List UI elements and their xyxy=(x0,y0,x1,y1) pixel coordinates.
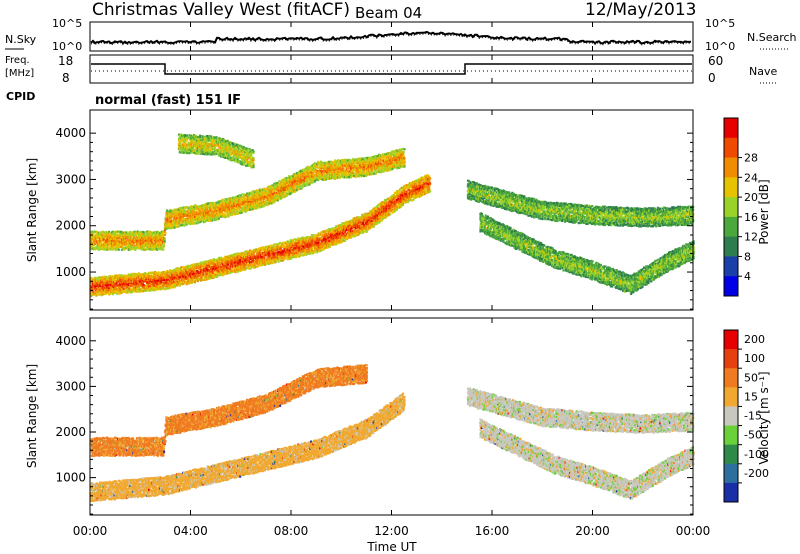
power-panel: 1000 2000 3000 4000 Slant Range [km] 4 8 12 16… xyxy=(25,110,771,310)
velocity-y-label: Slant Range [km] xyxy=(25,364,39,468)
noise-right-tick-top: 10^5 xyxy=(705,17,735,30)
date-title: 12/May/2013 xyxy=(585,0,697,20)
power-colorbar-swatch-8 xyxy=(724,276,738,296)
power-colorbar-swatch-5 xyxy=(724,217,738,237)
vel-yticks-label-0: 1000 xyxy=(55,471,86,485)
velocity-panel: 1000 2000 3000 4000 Slant Range [km] 200 100… xyxy=(25,318,771,515)
noise-left-tick-bottom: 10^0 xyxy=(52,40,82,53)
x-tick-label-0: 00:00 xyxy=(73,524,108,538)
power-colorbar-tick-5: 24 xyxy=(744,171,758,184)
vel-yticks-label-2: 3000 xyxy=(55,379,86,393)
power-colorbar-label: Power [dB] xyxy=(757,179,771,244)
cpid-label: CPID xyxy=(6,90,35,103)
power-yticks-label-3: 4000 xyxy=(55,126,86,140)
power-colorbar-swatch-3 xyxy=(724,177,738,197)
x-tick-label-5: 20:00 xyxy=(575,524,610,538)
x-tick-label-1: 04:00 xyxy=(173,524,208,538)
velocity-colorbar-swatch-7 xyxy=(724,464,738,484)
velocity-colorbar-tick-2: 50 xyxy=(744,371,758,384)
velocity-colorbar-swatch-0 xyxy=(724,330,738,350)
x-tick-label-4: 16:00 xyxy=(475,524,510,538)
power-colorbar-swatch-6 xyxy=(724,237,738,257)
power-colorbar-swatch-0 xyxy=(724,118,738,138)
power-y-label: Slant Range [km] xyxy=(25,158,39,262)
cpid-mode: normal (fast) 151 IF xyxy=(95,93,241,108)
power-colorbar-tick-2: 12 xyxy=(744,231,758,244)
freq-unit-label: [MHz] xyxy=(5,68,34,79)
freq-tick-bottom: 8 xyxy=(62,71,70,85)
power-yticks-label-0: 1000 xyxy=(55,265,86,279)
power-colorbar-swatch-2 xyxy=(724,158,738,178)
velocity-marks xyxy=(90,364,695,502)
power-band-D xyxy=(467,180,694,228)
power-yticks-label-1: 2000 xyxy=(55,219,86,233)
velocity-colorbar-swatch-8 xyxy=(724,483,738,503)
vel-yticks-label-3: 4000 xyxy=(55,334,86,348)
power-colorbar-tick-1: 8 xyxy=(744,250,751,263)
velocity-band-D xyxy=(467,387,694,433)
power-colorbar: 4 8 12 16 20 24 28 xyxy=(724,118,758,297)
power-colorbar-tick-4: 20 xyxy=(744,191,758,204)
beam-title: Beam 04 xyxy=(355,4,422,22)
velocity-colorbar-tick-1: 100 xyxy=(744,352,765,365)
nave-tick-top: 60 xyxy=(708,54,723,68)
freq-label: Freq. xyxy=(5,55,30,66)
power-band-C xyxy=(178,133,255,168)
velocity-colorbar-swatch-4 xyxy=(724,406,738,426)
vel-yticks-label-1: 2000 xyxy=(55,425,86,439)
noise-sky-label: N.Sky xyxy=(5,33,37,46)
noise-right-tick-bottom: 10^0 xyxy=(705,40,735,53)
nave-label: Nave xyxy=(749,65,777,78)
power-colorbar-swatch-1 xyxy=(724,138,738,158)
velocity-colorbar-tick-3: 15 xyxy=(744,390,758,403)
velocity-colorbar-swatch-2 xyxy=(724,368,738,388)
noise-search-label: N.Search xyxy=(747,31,797,44)
power-colorbar-swatch-7 xyxy=(724,256,738,276)
nave-tick-bottom: 0 xyxy=(708,71,716,85)
velocity-colorbar-swatch-1 xyxy=(724,349,738,369)
x-axis-label: Time UT xyxy=(366,540,417,554)
freq-line xyxy=(91,64,692,74)
velocity-colorbar-tick-0: 200 xyxy=(744,333,765,346)
power-marks xyxy=(90,133,695,297)
velocity-colorbar-swatch-3 xyxy=(724,387,738,407)
power-colorbar-swatch-4 xyxy=(724,197,738,217)
x-tick-label-2: 08:00 xyxy=(274,524,309,538)
x-tick-label-6: 00:00 xyxy=(676,524,711,538)
noise-sky-line xyxy=(91,32,691,43)
power-yticks-label-2: 3000 xyxy=(55,172,86,186)
x-tick-label-3: 12:00 xyxy=(374,524,409,538)
power-colorbar-tick-3: 16 xyxy=(744,211,758,224)
station-title: Christmas Valley West (fitACF) xyxy=(92,0,350,20)
velocity-colorbar-swatch-6 xyxy=(724,445,738,465)
velocity-colorbar-swatch-5 xyxy=(724,426,738,446)
power-colorbar-tick-0: 4 xyxy=(744,270,751,283)
velocity-colorbar-label: Velocity [m s⁻¹] xyxy=(757,371,771,464)
velocity-colorbar-tick-7: -200 xyxy=(744,467,769,480)
noise-panel: N.Sky 10^5 10^0 10^5 10^0 N.Search xyxy=(5,17,797,53)
noise-left-tick-top: 10^5 xyxy=(52,17,82,30)
power-colorbar-tick-6: 28 xyxy=(744,152,758,165)
freq-tick-top: 18 xyxy=(58,54,73,68)
radar-figure: Christmas Valley West (fitACF) Beam 04 1… xyxy=(0,0,800,554)
